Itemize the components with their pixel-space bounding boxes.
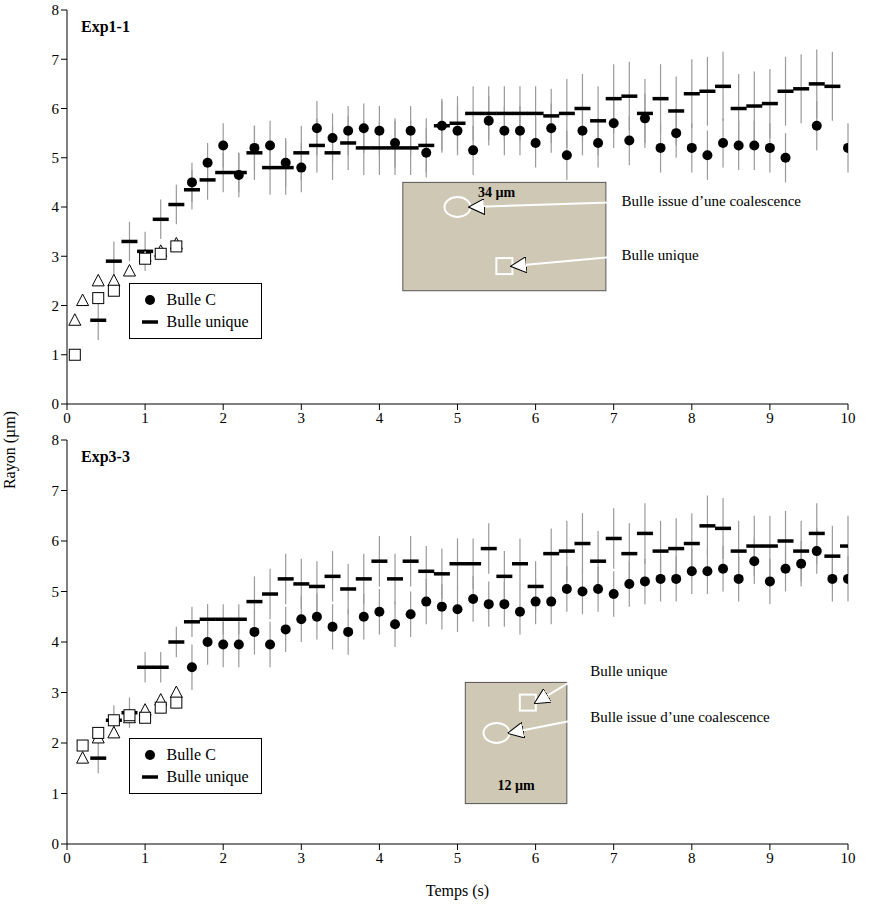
svg-text:10: 10 bbox=[841, 410, 856, 426]
html-text:Bulle unique: Bulle unique bbox=[166, 313, 249, 331]
svg-text:5: 5 bbox=[454, 850, 462, 866]
html-text:Bulle unique: Bulle unique bbox=[590, 663, 668, 680]
svg-text:1: 1 bbox=[52, 347, 60, 363]
svg-text:3: 3 bbox=[52, 249, 60, 265]
html-text:Bulle issue d’une coalescence: Bulle issue d’une coalescence bbox=[621, 193, 801, 210]
html-text:Bulle unique: Bulle unique bbox=[166, 767, 249, 785]
svg-text:4: 4 bbox=[52, 634, 60, 650]
svg-text:4: 4 bbox=[52, 199, 60, 215]
html-text:Bulle C: Bulle C bbox=[166, 745, 216, 763]
svg-text:2: 2 bbox=[52, 298, 60, 314]
svg-text:1: 1 bbox=[141, 850, 149, 866]
svg-text:7: 7 bbox=[52, 483, 60, 499]
svg-text:9: 9 bbox=[766, 410, 774, 426]
svg-text:2: 2 bbox=[219, 410, 227, 426]
svg-text:3: 3 bbox=[298, 410, 306, 426]
svg-text:6: 6 bbox=[532, 850, 540, 866]
svg-text:6: 6 bbox=[532, 410, 540, 426]
svg-text:0: 0 bbox=[63, 410, 71, 426]
html-text:Bulle unique: Bulle unique bbox=[621, 247, 699, 264]
svg-text:5: 5 bbox=[454, 410, 462, 426]
svg-text:6: 6 bbox=[52, 533, 60, 549]
svg-text:0: 0 bbox=[52, 836, 60, 852]
html-text:Bulle C: Bulle C bbox=[166, 291, 216, 309]
svg-text:5: 5 bbox=[52, 150, 60, 166]
svg-text:1: 1 bbox=[52, 786, 60, 802]
html-text:Bulle issue d’une coalescence: Bulle issue d’une coalescence bbox=[590, 708, 770, 725]
svg-text:9: 9 bbox=[766, 850, 774, 866]
svg-text:7: 7 bbox=[52, 52, 60, 68]
svg-text:8: 8 bbox=[52, 2, 60, 18]
svg-text:3: 3 bbox=[298, 850, 306, 866]
svg-text:3: 3 bbox=[52, 685, 60, 701]
svg-text:Rayon (µm): Rayon (µm) bbox=[1, 411, 19, 489]
svg-text:8: 8 bbox=[688, 850, 696, 866]
svg-text:8: 8 bbox=[52, 432, 60, 448]
svg-text:4: 4 bbox=[376, 410, 384, 426]
html-text:34 µm: 34 µm bbox=[477, 184, 516, 200]
svg-text:1: 1 bbox=[141, 410, 149, 426]
svg-text:0: 0 bbox=[63, 850, 71, 866]
html-text:12 µm: 12 µm bbox=[497, 778, 535, 794]
svg-text:2: 2 bbox=[52, 735, 60, 751]
svg-text:5: 5 bbox=[52, 584, 60, 600]
svg-text:8: 8 bbox=[688, 410, 696, 426]
svg-text:2: 2 bbox=[219, 850, 227, 866]
svg-text:4: 4 bbox=[376, 850, 384, 866]
svg-text:6: 6 bbox=[52, 101, 60, 117]
svg-text:7: 7 bbox=[610, 410, 618, 426]
svg-text:10: 10 bbox=[841, 850, 856, 866]
svg-text:7: 7 bbox=[610, 850, 618, 866]
svg-text:0: 0 bbox=[52, 396, 60, 412]
svg-text:Temps (s): Temps (s) bbox=[426, 882, 489, 900]
html-text:Exp3-3: Exp3-3 bbox=[81, 448, 130, 465]
html-text:Exp1-1: Exp1-1 bbox=[81, 18, 130, 35]
